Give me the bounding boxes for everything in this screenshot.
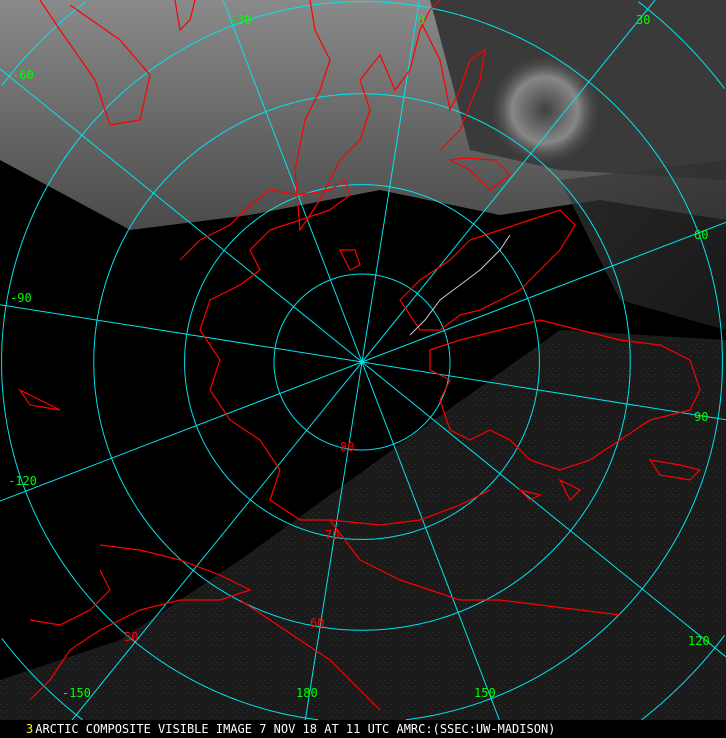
meridian--150 xyxy=(71,361,363,720)
latitude-circle-40 xyxy=(1,1,725,720)
latitude-label-70: 70 xyxy=(325,528,339,542)
latitude-label-50: 50 xyxy=(124,630,138,644)
meridian--90 xyxy=(0,304,363,363)
twilight-region xyxy=(560,160,726,330)
latitude-circle-50 xyxy=(1,1,723,720)
longitude-label--120: -120 xyxy=(8,474,37,488)
latitude-circle-70 xyxy=(184,184,540,540)
latitude-circle-60 xyxy=(93,93,631,631)
frame-number: 3 xyxy=(26,722,34,736)
latitude-label-60: 60 xyxy=(310,616,324,630)
meridian-90 xyxy=(361,361,726,421)
dark-imagery-pacific xyxy=(0,330,726,720)
polar-map: -30 0 30 -60 60 -90 90 -120 120 -150 150 180 80 70 60 5… xyxy=(0,0,726,720)
meridian-60 xyxy=(361,221,726,363)
longitude-label-60: 60 xyxy=(694,228,708,242)
longitude-label-180: 180 xyxy=(296,686,318,700)
meridian-30 xyxy=(361,0,656,363)
longitude-label-120: 120 xyxy=(688,634,710,648)
meridian-150 xyxy=(361,361,500,720)
longitude-label--150: -150 xyxy=(62,686,91,700)
imagery xyxy=(0,0,726,720)
coastlines xyxy=(18,0,702,711)
longitude-label-0: 0 xyxy=(418,13,425,27)
terminator-line xyxy=(409,234,511,336)
meridian--180 xyxy=(304,361,363,720)
storm-system xyxy=(490,55,600,165)
longitude-label-90: 90 xyxy=(694,410,708,424)
latitude-label-80: 80 xyxy=(340,440,354,454)
longitude-label--30: -30 xyxy=(230,13,252,27)
image-caption: 3 ARCTIC COMPOSITE VISIBLE IMAGE 7 NOV 18… xyxy=(0,720,726,738)
longitude-label--60: -60 xyxy=(12,68,34,82)
meridian--30 xyxy=(222,0,363,363)
meridian--120 xyxy=(0,361,363,502)
graticule xyxy=(0,0,726,720)
longitude-label-30: 30 xyxy=(636,13,650,27)
longitude-label-150: 150 xyxy=(474,686,496,700)
longitude-label--90: -90 xyxy=(10,291,32,305)
grid-labels: -30 0 30 -60 60 -90 90 -120 120 -150 150 180 80 70 60 5… xyxy=(8,13,710,700)
meridian-0 xyxy=(361,0,420,363)
caption-text: ARCTIC COMPOSITE VISIBLE IMAGE 7 NOV 18 … xyxy=(35,722,556,736)
meridian--60 xyxy=(0,68,363,363)
latitude-circle-80 xyxy=(273,273,451,451)
meridian-120 xyxy=(361,361,726,658)
